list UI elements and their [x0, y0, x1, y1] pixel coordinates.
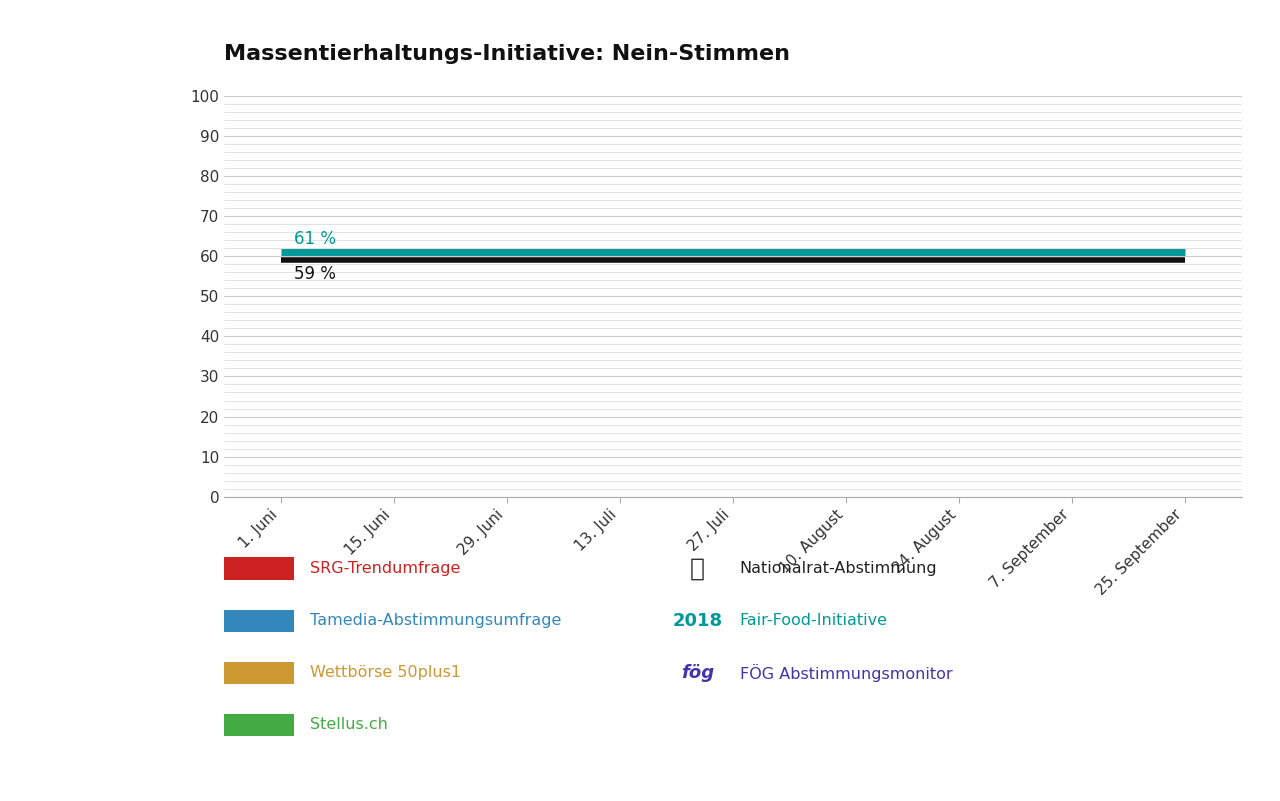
Text: STELLUS.CH: STELLUS.CH	[233, 720, 285, 730]
Text: Tamedia-Abstimmungsumfrage: Tamedia-Abstimmungsumfrage	[310, 614, 561, 628]
Text: Wettbörse 50plus1: Wettbörse 50plus1	[310, 666, 461, 680]
Text: 50PLUS1: 50PLUS1	[241, 668, 278, 678]
Text: Nationalrat-Abstimmung: Nationalrat-Abstimmung	[740, 562, 937, 576]
Text: SRG SSR: SRG SSR	[241, 564, 278, 574]
Text: Fair-Food-Initiative: Fair-Food-Initiative	[740, 614, 888, 628]
Text: fög: fög	[681, 664, 714, 682]
Text: Massentierhaltungs-Initiative: Nein-Stimmen: Massentierhaltungs-Initiative: Nein-Stim…	[224, 44, 790, 64]
Text: Tages-Anzeiger: Tages-Anzeiger	[227, 616, 292, 626]
Text: FÖG Abstimmungsmonitor: FÖG Abstimmungsmonitor	[740, 664, 952, 682]
Text: SRG-Trendumfrage: SRG-Trendumfrage	[310, 562, 460, 576]
Text: Stellus.ch: Stellus.ch	[310, 718, 388, 732]
Text: 59 %: 59 %	[294, 265, 335, 283]
Text: 61 %: 61 %	[294, 230, 337, 248]
Text: 2018: 2018	[672, 612, 723, 630]
Text: ⛪: ⛪	[690, 557, 705, 581]
